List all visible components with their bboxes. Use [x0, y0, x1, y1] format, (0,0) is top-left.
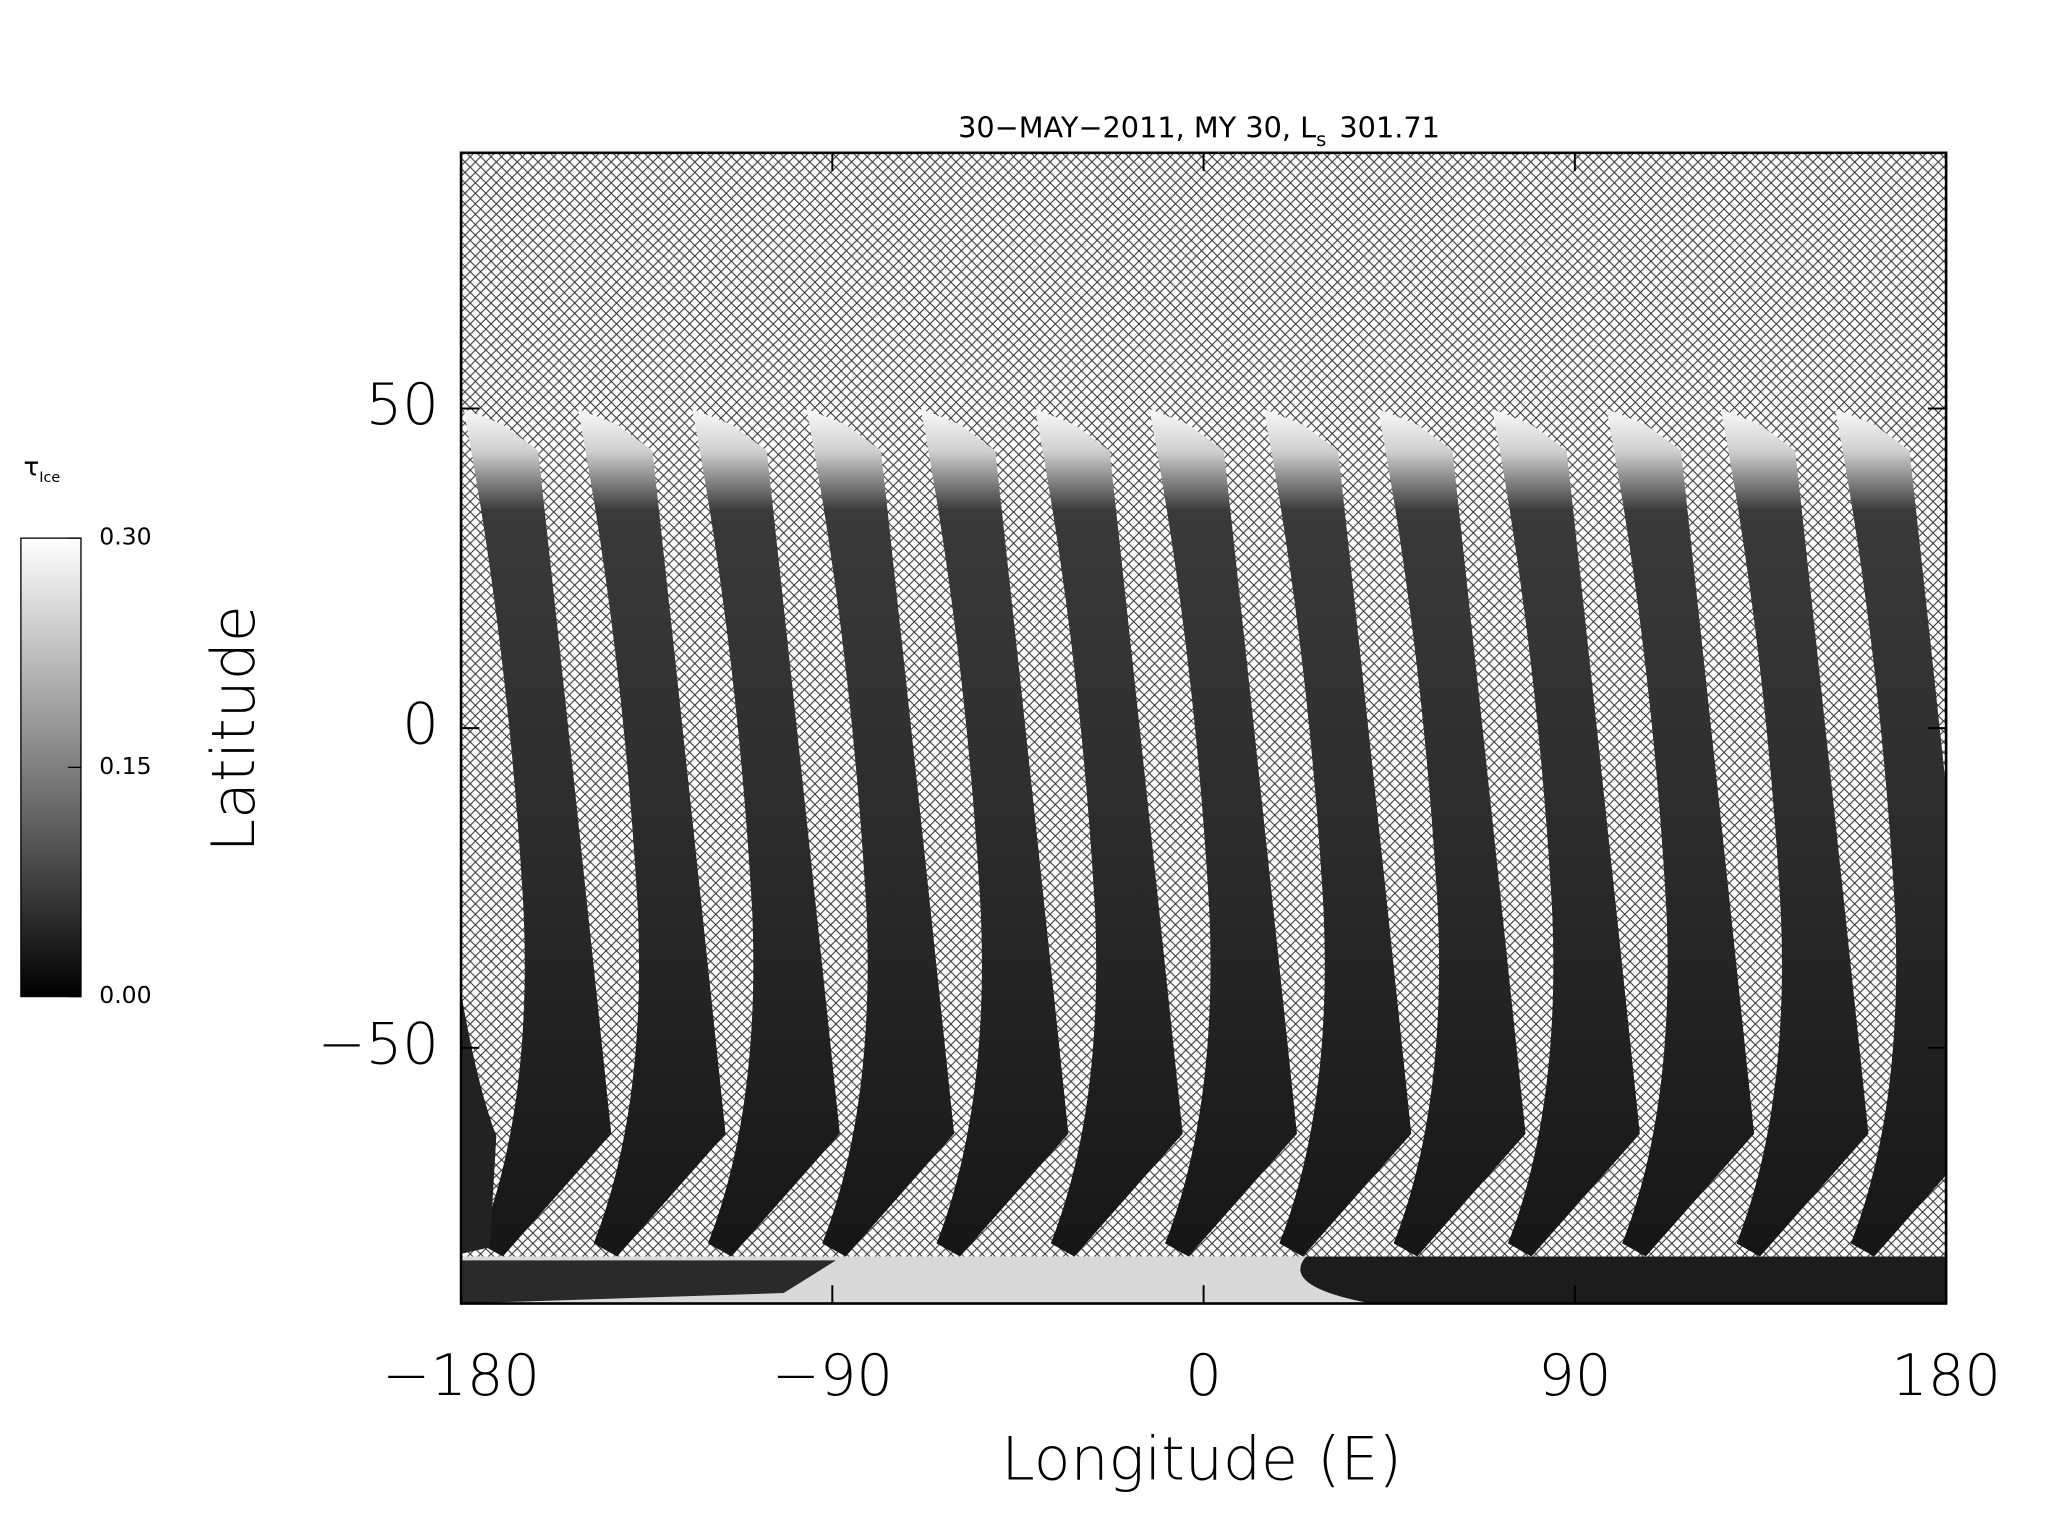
- x-tick-label: −90: [772, 1342, 893, 1409]
- title-subscript: s: [1316, 127, 1326, 150]
- map-area: [461, 152, 2048, 1304]
- x-axis-label: Longitude (E): [1001, 1424, 1402, 1494]
- y-axis-label: Latitude: [199, 605, 269, 852]
- swath: [461, 992, 497, 1254]
- colorbar-tick-label: 0.00: [99, 981, 151, 1009]
- swath: [1720, 408, 1869, 1257]
- x-tick-label: 0: [1185, 1342, 1222, 1409]
- swath: [692, 408, 840, 1257]
- colorbar-tick-label: 0.15: [99, 752, 151, 780]
- y-tick-label: 50: [366, 371, 439, 438]
- swath: [1492, 408, 1640, 1257]
- title-text: 30−MAY−2011, MY 30, L: [958, 110, 1316, 144]
- swath: [806, 408, 955, 1257]
- x-tick-label: 90: [1538, 1342, 1611, 1409]
- y-tick-label: 0: [402, 691, 439, 758]
- polar-band-dark: [461, 1260, 836, 1304]
- x-tick-label: 180: [1891, 1342, 2001, 1409]
- colorbar-symbol: τ: [24, 452, 40, 482]
- polar-band-dark: [1300, 1256, 1947, 1304]
- title-value: 301.71: [1339, 110, 1440, 144]
- colorbar-subscript: Ice: [39, 470, 60, 486]
- swath: [1377, 408, 1526, 1257]
- swath: [1035, 408, 1183, 1257]
- swath: [1263, 408, 1412, 1257]
- colorbar-label: τIce: [24, 452, 61, 486]
- swath: [1606, 408, 1755, 1257]
- x-tick-label: −180: [382, 1342, 540, 1409]
- swath: [920, 408, 1069, 1257]
- swath: [577, 408, 726, 1257]
- swath: [463, 408, 612, 1257]
- y-tick-label: −50: [318, 1010, 439, 1077]
- chart-title: 30−MAY−2011, MY 30, Ls 301.71: [958, 110, 1440, 150]
- colorbar-tick-label: 0.30: [99, 523, 151, 551]
- swath: [1949, 409, 2048, 1257]
- swath: [1835, 408, 1947, 1257]
- swath: [1149, 408, 1297, 1257]
